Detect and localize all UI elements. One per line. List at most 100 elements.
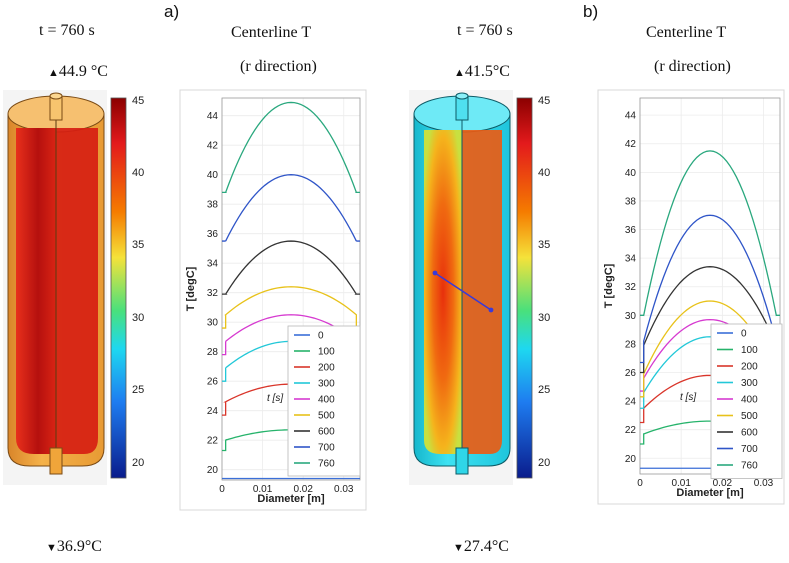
y-tick-label: 32 — [625, 282, 637, 293]
legend-label-300: 300 — [741, 378, 758, 389]
x-tick-label: 0.02 — [293, 484, 313, 495]
min-value-b: 27.4°C — [463, 538, 509, 555]
legend-label-600: 600 — [318, 427, 335, 438]
plot-subtitle-b: (r direction) — [654, 58, 731, 75]
y-tick-label: 30 — [625, 311, 637, 322]
min-value-a: 36.9°C — [56, 538, 102, 555]
y-tick-label: 28 — [207, 347, 219, 358]
time-label-a: t = 760 s — [39, 22, 95, 39]
plot-area — [639, 97, 781, 475]
y-tick-label: 26 — [207, 377, 219, 388]
max-temp-a: ▲44.9 °C — [48, 63, 108, 81]
colorbar-tick-a-45: 45 — [132, 95, 144, 107]
series-line-760 — [640, 150, 780, 317]
y-tick-label: 36 — [207, 229, 219, 240]
max-value-a: 44.9 °C — [58, 63, 108, 80]
max-temp-b: ▲41.5°C — [454, 63, 510, 81]
legend-label-400: 400 — [318, 395, 335, 406]
colorbar-tick-a-35: 35 — [132, 239, 144, 251]
y-tick-label: 44 — [207, 111, 219, 122]
y-tick-label: 34 — [207, 259, 219, 270]
y-tick-label: 38 — [207, 200, 219, 211]
plot-title-a: Centerline T — [231, 24, 312, 41]
y-tick-label: 30 — [207, 318, 219, 329]
legend-label-200: 200 — [318, 363, 335, 374]
y-tick-label: 24 — [625, 397, 637, 408]
line-chart-a: 20 22 24 26 28 30 32 34 36 38 40 42 44 0 0.01 0.02 0.03 D… — [179, 89, 367, 511]
y-tick-label: 36 — [625, 225, 637, 236]
legend-label-700: 700 — [741, 444, 758, 455]
y-tick-label: 22 — [207, 436, 219, 447]
x-tick-label: 0 — [219, 484, 225, 495]
x-tick-label: 0.02 — [713, 478, 733, 489]
y-tick-label: 42 — [625, 139, 637, 150]
plot-subtitle-a: (r direction) — [240, 58, 317, 75]
legend-label-600: 600 — [741, 428, 758, 439]
x-tick-label: 0.01 — [253, 484, 273, 495]
x-axis-label: Diameter [m] — [676, 487, 744, 499]
y-tick-label: 42 — [207, 141, 219, 152]
panel-label-b: b) — [583, 2, 599, 21]
colorbar-tick-b-40: 40 — [538, 167, 550, 179]
colorbar-tick-b-20: 20 — [538, 457, 550, 469]
cylinder-render-a — [3, 90, 107, 485]
min-temp-b: ▼27.4°C — [453, 538, 509, 556]
legend-label-200: 200 — [741, 362, 758, 373]
colorbar-tick-b-25: 25 — [538, 384, 550, 396]
legend-label-100: 100 — [741, 345, 758, 356]
plot-title-b: Centerline T — [646, 24, 727, 41]
series-line-600 — [640, 266, 780, 374]
x-tick-label: 0.03 — [754, 478, 774, 489]
x-tick-label: 0.01 — [671, 478, 691, 489]
x-tick-label: 0.03 — [334, 484, 354, 495]
colorbar-a: 45 40 35 30 25 20 — [110, 95, 144, 479]
legend-label-300: 300 — [318, 379, 335, 390]
min-arrow-icon: ▼ — [453, 542, 464, 554]
series-line-700 — [222, 174, 360, 242]
legend-label-700: 700 — [318, 443, 335, 454]
cylinder-render-b — [409, 90, 513, 485]
colorbar-tick-b-30: 30 — [538, 312, 550, 324]
x-tick-label: 0 — [637, 478, 643, 489]
series-line-600 — [222, 240, 360, 295]
y-tick-label: 20 — [625, 454, 637, 465]
y-tick-label: 44 — [625, 111, 637, 122]
min-arrow-icon: ▼ — [46, 542, 57, 554]
legend-label-0: 0 — [741, 329, 747, 340]
legend-title: t [s] — [680, 392, 696, 403]
colorbar-tick-b-35: 35 — [538, 239, 550, 251]
series-line-500 — [222, 286, 360, 329]
plot-area — [221, 97, 361, 481]
series-line-760 — [222, 101, 360, 194]
max-arrow-icon: ▲ — [48, 67, 59, 79]
legend-label-760: 760 — [741, 461, 758, 472]
y-tick-label: 22 — [625, 425, 637, 436]
legend-label-400: 400 — [741, 395, 758, 406]
x-axis-label: Diameter [m] — [257, 493, 325, 505]
colorbar-tick-a-40: 40 — [132, 167, 144, 179]
y-tick-label: 32 — [207, 288, 219, 299]
time-label-b: t = 760 s — [457, 22, 513, 39]
y-tick-label: 24 — [207, 406, 219, 417]
panel-label-a: a) — [164, 2, 180, 21]
legend-label-760: 760 — [318, 459, 335, 470]
colorbar-b: 45 40 35 30 25 20 — [516, 95, 550, 479]
legend-label-500: 500 — [741, 411, 758, 422]
min-temp-a: ▼36.9°C — [46, 538, 102, 556]
legend-label-0: 0 — [318, 331, 324, 342]
y-tick-label: 34 — [625, 254, 637, 265]
legend-label-500: 500 — [318, 411, 335, 422]
colorbar-tick-b-45: 45 — [538, 95, 550, 107]
line-chart-b: 20 22 24 26 28 30 32 34 36 38 40 42 44 0 0.01 0.02 0.03 D… — [597, 89, 785, 505]
y-tick-label: 28 — [625, 339, 637, 350]
legend-title: t [s] — [267, 393, 283, 404]
y-axis-label: T [degC] — [603, 263, 615, 308]
y-axis-label: T [degC] — [185, 266, 197, 311]
max-value-b: 41.5°C — [464, 63, 510, 80]
y-tick-label: 40 — [207, 170, 219, 181]
max-arrow-icon: ▲ — [454, 67, 465, 79]
colorbar-tick-a-30: 30 — [132, 312, 144, 324]
y-tick-label: 40 — [625, 168, 637, 179]
series-line-700 — [640, 214, 780, 364]
y-tick-label: 26 — [625, 368, 637, 379]
